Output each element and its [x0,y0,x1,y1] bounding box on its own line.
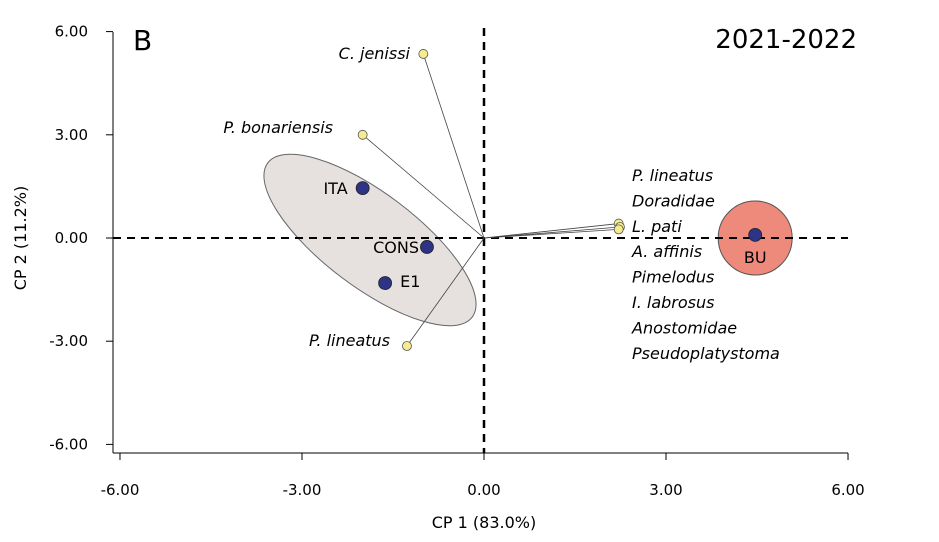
y-tick-label: -3.00 [49,332,88,350]
cluster-species-label: Pseudoplatystoma [632,344,780,363]
x-tick-label: 3.00 [649,481,682,499]
species-point [402,341,412,351]
y-tick-label: 3.00 [55,126,88,144]
x-axis-label: CP 1 (83.0%) [432,513,536,532]
x-tick-label: 6.00 [831,481,864,499]
species-label: C. jenissi [339,44,411,63]
species-label: P. lineatus [309,331,390,350]
site-point [355,181,370,196]
group-ellipse [263,153,477,327]
y-axis-label: CP 2 (11.2%) [11,186,30,290]
cluster-species-label: Anostomidae [631,318,737,337]
cluster-species-label: A. affinis [631,242,702,261]
cluster-species-label: L. pati [632,217,682,236]
species-vector [362,134,485,239]
species-label: P. bonariensis [223,118,333,137]
site-label: ITA [323,179,347,198]
species-point [613,224,624,235]
site-label: E1 [400,272,420,291]
x-tick-label: 0.00 [467,481,500,499]
chart-title: 2021-2022 [715,25,857,55]
y-tick-label: 0.00 [55,229,88,247]
panel-label: B [133,24,152,57]
species-vector [483,223,619,239]
site-label: BU [744,248,767,267]
y-tick-label: 6.00 [55,23,88,41]
x-tick-label: -6.00 [101,481,140,499]
species-point [418,49,429,59]
site-point [748,228,763,242]
site-point [420,240,434,254]
cluster-species-label: Doradidae [632,191,715,210]
cluster-species-label: I. labrosus [632,293,714,312]
x-tick-label: -3.00 [283,481,322,499]
site-label: CONS [373,238,419,257]
species-vector [483,229,619,239]
cluster-species-label: P. lineatus [632,166,713,185]
y-tick-label: -6.00 [49,435,88,453]
cluster-species-label: Pimelodus [632,268,714,287]
species-vector [422,53,485,239]
species-vector [406,237,485,347]
species-point [357,129,368,140]
site-point [378,276,393,290]
